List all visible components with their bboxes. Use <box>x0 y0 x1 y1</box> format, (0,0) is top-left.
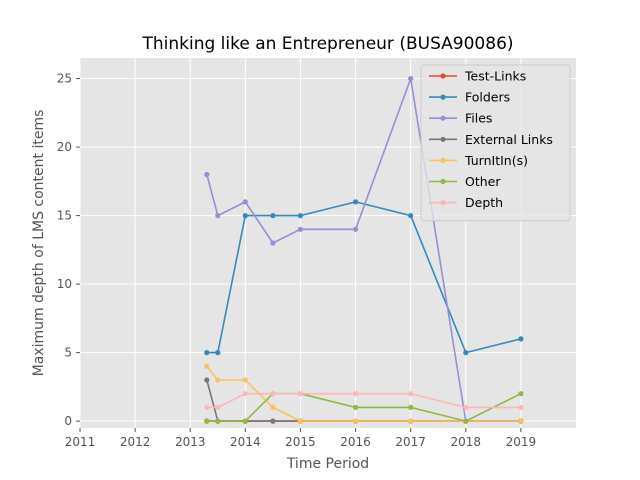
y-tick-labels: 0 5 10 15 20 25 <box>57 72 72 429</box>
legend-marker-folders <box>440 94 446 100</box>
data-point-files <box>215 213 221 219</box>
data-point-files <box>353 226 359 232</box>
data-point-other <box>204 418 210 424</box>
data-point-turnitin-s <box>204 363 210 369</box>
data-point-depth <box>204 404 210 410</box>
data-point-depth <box>297 391 303 397</box>
y-tick-label: 10 <box>57 277 72 291</box>
legend: Test-Links Folders Files External Links Turn… <box>420 64 571 222</box>
data-point-turnitin-s <box>270 404 276 410</box>
legend-marker-depth <box>440 200 446 206</box>
data-point-depth <box>518 404 524 410</box>
y-tick-label: 25 <box>57 72 72 86</box>
data-point-turnitin-s <box>518 418 524 424</box>
data-point-external-links <box>270 418 276 424</box>
legend-entry-files: Files <box>429 111 492 126</box>
x-tick-label: 2012 <box>120 435 151 449</box>
data-point-other <box>518 391 524 397</box>
data-point-turnitin-s <box>215 377 221 383</box>
legend-label-depth: Depth <box>465 195 503 210</box>
legend-label-test-links: Test-Links <box>464 69 526 84</box>
legend-marker-turnitin-s <box>440 157 446 163</box>
data-point-folders <box>270 213 276 219</box>
data-point-folders <box>215 350 221 356</box>
data-point-other <box>353 404 359 410</box>
data-point-depth <box>270 391 276 397</box>
data-point-files <box>242 199 248 205</box>
data-point-files <box>270 240 276 246</box>
legend-marker-other <box>440 178 446 185</box>
legend-label-other: Other <box>465 174 501 189</box>
data-point-folders <box>204 350 210 356</box>
x-tick-label: 2011 <box>65 435 96 449</box>
data-point-folders <box>297 213 303 219</box>
data-point-other <box>242 418 248 424</box>
x-tick-label: 2016 <box>340 435 371 449</box>
data-point-folders <box>353 199 359 205</box>
y-tick-label: 20 <box>57 140 72 154</box>
x-tick-label: 2013 <box>175 435 206 449</box>
x-tick-label: 2019 <box>506 435 537 449</box>
y-tick-label: 15 <box>57 209 72 223</box>
legend-label-folders: Folders <box>465 90 510 105</box>
legend-entry-folders: Folders <box>429 90 510 105</box>
data-point-folders <box>242 213 248 219</box>
data-point-turnitin-s <box>297 418 303 424</box>
data-point-folders <box>463 350 469 356</box>
y-axis-label: Maximum depth of LMS content items <box>31 110 47 377</box>
data-point-files <box>204 171 210 178</box>
x-tick-label: 2018 <box>451 435 482 449</box>
data-point-turnitin-s <box>408 418 414 424</box>
data-point-depth <box>242 391 248 397</box>
chart-title: Thinking like an Entrepreneur (BUSA90086… <box>141 34 513 54</box>
data-point-depth <box>353 391 359 397</box>
data-point-depth <box>215 404 221 410</box>
data-point-other <box>463 418 469 424</box>
x-tick-label: 2017 <box>395 435 426 449</box>
series-turnitin-s <box>204 363 524 424</box>
legend-marker-files <box>440 115 446 121</box>
series-depth <box>204 391 524 410</box>
legend-label-external-links: External Links <box>465 132 553 147</box>
x-tick-label: 2015 <box>285 435 316 449</box>
y-tick-label: 0 <box>64 414 72 428</box>
data-point-files <box>408 76 414 82</box>
data-point-other <box>408 404 414 410</box>
legend-entry-external-links: External Links <box>429 132 553 147</box>
data-point-turnitin-s <box>242 377 248 383</box>
x-axis-label: Time Period <box>286 456 369 472</box>
data-point-folders <box>518 336 524 342</box>
legend-label-files: Files <box>465 111 492 126</box>
y-tick-label: 5 <box>64 346 72 360</box>
legend-entry-other: Other <box>429 174 501 189</box>
legend-entry-depth: Depth <box>429 195 503 210</box>
data-point-files <box>297 226 303 232</box>
data-point-depth <box>408 391 414 397</box>
legend-box <box>420 64 571 222</box>
x-tick-label: 2014 <box>230 435 261 449</box>
legend-entry-turnitin-s: TurnItIn(s) <box>429 153 528 168</box>
legend-entry-test-links: Test-Links <box>429 69 526 84</box>
legend-label-turnitin-s: TurnItIn(s) <box>464 153 528 168</box>
data-point-external-links <box>204 377 210 383</box>
data-point-turnitin-s <box>353 418 359 424</box>
legend-marker-external-links <box>440 136 446 142</box>
data-point-other <box>215 418 221 424</box>
data-point-depth <box>463 404 469 410</box>
data-point-folders <box>408 213 414 219</box>
legend-marker-test-links <box>440 73 446 79</box>
x-tick-labels: 2011 2012 2013 2014 2015 2016 2017 2018 2019 <box>65 435 536 449</box>
series-layer <box>204 76 524 424</box>
